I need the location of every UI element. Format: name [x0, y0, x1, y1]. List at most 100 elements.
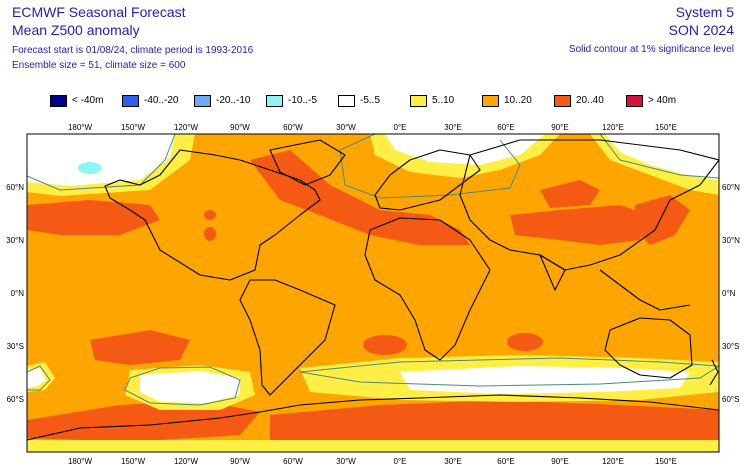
lon-label: 90°W: [230, 457, 250, 466]
coastline-south-america: [239, 279, 336, 396]
lat-label: 30°N: [6, 236, 24, 245]
anomaly-patch-red-orange: [270, 400, 719, 452]
anomaly-patch-red-orange: [363, 335, 407, 355]
lon-label: 30°W: [336, 123, 356, 132]
lon-label: 30°W: [336, 457, 356, 466]
lat-label: 0°N: [722, 289, 736, 298]
anomaly-patch-red-orange: [507, 333, 543, 351]
lat-label: 60°N: [6, 183, 24, 192]
legend-swatch: [338, 95, 355, 107]
lat-label: 30°S: [7, 342, 24, 351]
forecast-info: Forecast start is 01/08/24, climate peri…: [12, 45, 254, 56]
lon-label: 30°E: [444, 457, 461, 466]
legend-swatch: [194, 95, 211, 107]
lon-label: 90°W: [230, 123, 250, 132]
lon-labels-top: 180°W 150°W 120°W 90°W 60°W 30°W 0°E 30°…: [68, 123, 677, 132]
lon-label: 120°W: [174, 123, 199, 132]
anomaly-patch-red-orange: [204, 210, 216, 220]
anomaly-patch-white: [385, 134, 545, 165]
legend-swatch: [626, 95, 643, 107]
significance-contour: [124, 366, 241, 406]
anomaly-patch-white: [27, 368, 46, 388]
legend-label: 20..40: [576, 95, 604, 106]
anomaly-patch-white: [605, 134, 719, 180]
anomaly-patch-red-orange: [204, 227, 216, 241]
lon-label: 60°E: [497, 123, 514, 132]
legend-swatch: [122, 95, 139, 107]
anomaly-patch-light-blue: [78, 162, 102, 174]
coastline-new-zealand: [709, 359, 719, 386]
anomaly-patch-red-orange: [510, 205, 650, 245]
title-variable: Mean Z500 anomaly: [12, 22, 140, 38]
ensemble-info: Ensemble size = 51, climate size = 600: [12, 60, 186, 71]
lon-label: 120°W: [174, 457, 199, 466]
lon-label: 150°W: [121, 457, 146, 466]
anomaly-field: [27, 134, 719, 452]
legend-swatch: [482, 95, 499, 107]
lon-label: 30°E: [444, 123, 461, 132]
legend-label: 5..10: [432, 95, 455, 106]
legend-label: -10..-5: [288, 95, 317, 106]
anomaly-patch-white: [400, 366, 690, 394]
anomaly-patch-red-orange: [250, 150, 470, 245]
legend-label: -40..-20: [144, 95, 179, 106]
coastlines: [27, 139, 719, 441]
lon-label: 90°E: [551, 457, 568, 466]
coastline-asia: [459, 139, 719, 271]
legend-label: > 40m: [648, 95, 677, 106]
anomaly-patch-yellow: [27, 440, 719, 452]
legend-swatch: [50, 95, 67, 107]
anomaly-patch-red-orange: [90, 330, 190, 365]
anomaly-patch-red-orange: [27, 200, 160, 235]
lon-label: 120°E: [602, 457, 624, 466]
significance-contours: [27, 134, 719, 406]
significance-note: Solid contour at 1% significance level: [568, 44, 734, 55]
significance-contour: [27, 365, 51, 391]
lon-label: 120°E: [602, 123, 624, 132]
lon-label: 180°W: [68, 123, 93, 132]
coastline-europe: [374, 149, 481, 211]
anomaly-patch-white: [27, 134, 175, 186]
lon-label: 150°E: [655, 123, 677, 132]
season-label: SON 2024: [668, 22, 734, 38]
anomaly-patch-white: [140, 371, 240, 403]
anomaly-patch-red-orange: [635, 195, 690, 245]
lon-label: 0°E: [394, 123, 407, 132]
title-ecmwf: ECMWF Seasonal Forecast: [12, 4, 186, 20]
legend-label: -5..5: [360, 95, 381, 106]
legend-swatch: [266, 95, 283, 107]
lon-label: 60°E: [497, 457, 514, 466]
lon-label: 150°W: [121, 123, 146, 132]
lon-label: 90°E: [551, 123, 568, 132]
lon-labels-bottom: 180°W 150°W 120°W 90°W 60°W 30°W 0°E 30°…: [68, 457, 677, 466]
lat-label: 0°N: [11, 289, 25, 298]
lon-label: 150°E: [655, 457, 677, 466]
significance-contour: [339, 134, 521, 199]
system-label: System 5: [675, 4, 734, 20]
lat-labels-left: 60°N 30°N 0°N 30°S 60°S: [6, 183, 24, 404]
lon-label: 0°E: [394, 457, 407, 466]
lat-label: 30°N: [722, 236, 740, 245]
significance-contour: [599, 134, 719, 179]
lat-labels-right: 60°N 30°N 0°N 30°S 60°S: [722, 183, 740, 404]
lon-label: 60°W: [283, 457, 303, 466]
coastline-antarctica: [27, 394, 719, 441]
legend-swatch: [410, 95, 427, 107]
map-frame: [26, 133, 720, 453]
coastline-india: [539, 254, 566, 291]
coastline-australia: [604, 317, 693, 379]
legend-label: -20..-10: [216, 95, 251, 106]
coastline-africa: [364, 217, 491, 361]
lat-label: 60°S: [7, 395, 24, 404]
legend-label: 10..20: [504, 95, 532, 106]
lon-label: 60°W: [283, 123, 303, 132]
coastline-greenland: [269, 139, 346, 186]
coastline-southeast-asia: [599, 269, 691, 311]
legend-swatch: [554, 95, 571, 107]
lat-label: 60°N: [722, 183, 740, 192]
significance-contour: [299, 357, 719, 387]
lat-label: 30°S: [722, 342, 739, 351]
lat-label: 60°S: [722, 395, 739, 404]
lon-label: 180°W: [68, 457, 93, 466]
